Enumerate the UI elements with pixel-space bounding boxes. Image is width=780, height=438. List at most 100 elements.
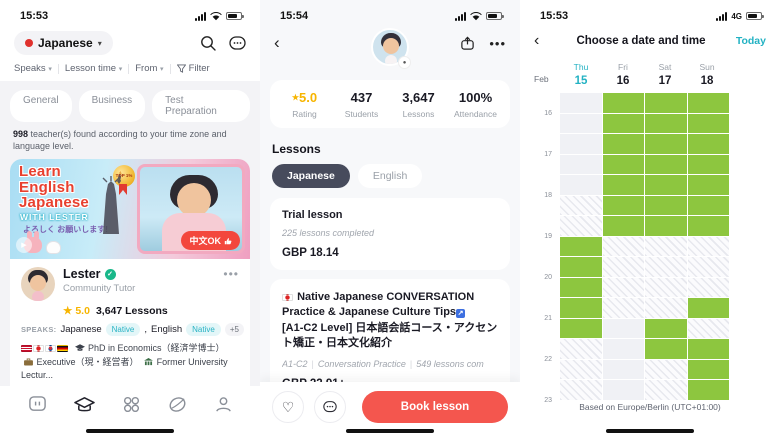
share-icon[interactable] xyxy=(460,36,475,51)
tutor-avatar[interactable] xyxy=(21,267,55,302)
slot-available[interactable] xyxy=(645,175,687,195)
more-languages-tag[interactable]: +5 xyxy=(224,323,244,337)
hour-label: 21 xyxy=(544,314,552,322)
contact-message-button[interactable] xyxy=(314,391,346,423)
avatar-badge-icon: ● xyxy=(398,56,411,69)
stats-card: ★5.0 Rating 437 Students 3,647 Lessons 1… xyxy=(270,80,510,128)
divider xyxy=(128,63,130,74)
tutor-name-row: Lester ✓ xyxy=(63,267,215,281)
status-bar-3: 15:53 4G xyxy=(520,0,780,26)
tab-test-preparation[interactable]: Test Preparation xyxy=(152,90,250,122)
slot-available[interactable] xyxy=(687,175,729,195)
slot-available[interactable] xyxy=(560,318,602,338)
tab-japanese[interactable]: Japanese xyxy=(272,164,350,188)
slot-available[interactable] xyxy=(645,339,687,359)
banner-title: Learn English Japanese xyxy=(19,163,89,211)
page-title: Choose a date and time xyxy=(576,35,706,47)
filter-lesson-time[interactable]: Lesson time ▾ xyxy=(64,63,123,74)
slot-booked xyxy=(602,236,644,256)
home-indicator[interactable] xyxy=(86,429,174,433)
slot-available[interactable] xyxy=(602,113,644,133)
tutor-video-banner[interactable]: Learn English Japanese WITH LESTER よろしく … xyxy=(10,159,250,260)
slot-available[interactable] xyxy=(645,113,687,133)
status-bar-2: 15:54 xyxy=(260,0,520,26)
jp-flag-icon xyxy=(282,293,293,301)
slot-available[interactable] xyxy=(687,195,729,215)
back-icon[interactable]: ‹ xyxy=(534,32,540,49)
slot-available[interactable] xyxy=(645,318,687,338)
signal-icon xyxy=(716,11,728,21)
slot-available[interactable] xyxy=(645,134,687,154)
timezone-note: Based on Europe/Berlin (UTC+01:00) xyxy=(579,402,721,412)
star-icon: ★ xyxy=(63,305,73,318)
slot-booked xyxy=(560,359,602,379)
today-button[interactable]: Today xyxy=(735,35,766,47)
home-indicator[interactable] xyxy=(346,429,434,433)
slot-available[interactable] xyxy=(687,298,729,318)
slot-booked xyxy=(645,298,687,318)
slot-available[interactable] xyxy=(645,216,687,236)
nav-discover-icon[interactable] xyxy=(168,395,187,414)
play-icon[interactable]: ▶ xyxy=(16,237,32,254)
slot-available[interactable] xyxy=(602,134,644,154)
tutor-card[interactable]: Learn English Japanese WITH LESTER よろしく … xyxy=(10,159,250,428)
slot-available[interactable] xyxy=(602,195,644,215)
slot-available[interactable] xyxy=(687,380,729,400)
stat-attendance: 100% Attendance xyxy=(453,90,497,119)
filter-speaks[interactable]: Speaks ▾ xyxy=(14,63,52,74)
slot-available[interactable] xyxy=(602,175,644,195)
slot-available[interactable] xyxy=(687,113,729,133)
slot-available[interactable] xyxy=(560,277,602,297)
slot-available[interactable] xyxy=(687,359,729,379)
day-sat-17[interactable]: Sat 17 xyxy=(658,62,672,87)
slot-available[interactable] xyxy=(645,195,687,215)
search-icon[interactable] xyxy=(200,35,217,52)
slot-available[interactable] xyxy=(560,298,602,318)
slot-available[interactable] xyxy=(602,93,644,113)
more-options-icon[interactable]: ••• xyxy=(223,267,239,282)
slot-available[interactable] xyxy=(602,216,644,236)
day-sun-18[interactable]: Sun 18 xyxy=(699,62,715,87)
home-indicator[interactable] xyxy=(606,429,694,433)
slot-available[interactable] xyxy=(687,339,729,359)
slot-available[interactable] xyxy=(645,93,687,113)
nav-learn-icon[interactable] xyxy=(73,395,95,414)
nav-messages-icon[interactable] xyxy=(28,395,47,414)
tutor-name[interactable]: Lester xyxy=(63,267,101,282)
language-selector[interactable]: Japanese ▾ xyxy=(14,31,113,55)
filter-button[interactable]: Filter xyxy=(176,63,210,74)
day-thu-15[interactable]: Thu 15 xyxy=(573,62,589,87)
filter-row: Speaks ▾ Lesson time ▾ From ▾ Filter xyxy=(0,58,260,81)
book-lesson-button[interactable]: Book lesson xyxy=(362,391,508,423)
day-header-row: Feb Thu 15 Fri 16 Sat 17 Sun 18 xyxy=(534,62,772,87)
slot-unavailable xyxy=(602,380,644,400)
slot-available[interactable] xyxy=(602,154,644,174)
slot-available[interactable] xyxy=(560,236,602,256)
network-type-label: 4G xyxy=(731,11,742,21)
us-flag-icon xyxy=(21,344,32,353)
more-options-icon[interactable]: ••• xyxy=(489,36,506,51)
slot-available[interactable] xyxy=(687,154,729,174)
briefcase-icon xyxy=(24,358,33,366)
tab-general[interactable]: General xyxy=(10,90,72,122)
slot-available[interactable] xyxy=(687,134,729,154)
schedule-area: 16 17 18 19 20 21 22 23 xyxy=(534,93,780,404)
back-icon[interactable]: ‹ xyxy=(274,33,280,52)
tab-business[interactable]: Business xyxy=(78,90,146,122)
favorite-heart-button[interactable]: ♡ xyxy=(272,391,304,423)
slot-available[interactable] xyxy=(560,257,602,277)
slot-available[interactable] xyxy=(687,93,729,113)
filter-from[interactable]: From ▾ xyxy=(135,63,164,74)
messages-icon[interactable] xyxy=(229,35,246,52)
tab-english[interactable]: English xyxy=(357,164,423,188)
nav-profile-icon[interactable] xyxy=(214,395,233,414)
trial-lesson-card[interactable]: Trial lesson 225 lessons completed GBP 1… xyxy=(270,198,510,270)
slot-available[interactable] xyxy=(645,154,687,174)
nav-community-icon[interactable] xyxy=(122,395,141,414)
slot-unavailable xyxy=(560,93,602,113)
day-fri-16[interactable]: Fri 16 xyxy=(616,62,630,87)
slot-available[interactable] xyxy=(687,216,729,236)
tutor-rating-row: ★ 5.0 3,647 Lessons xyxy=(63,305,168,318)
graduation-cap-icon xyxy=(74,344,85,352)
speaks-language-2: English xyxy=(150,324,183,336)
